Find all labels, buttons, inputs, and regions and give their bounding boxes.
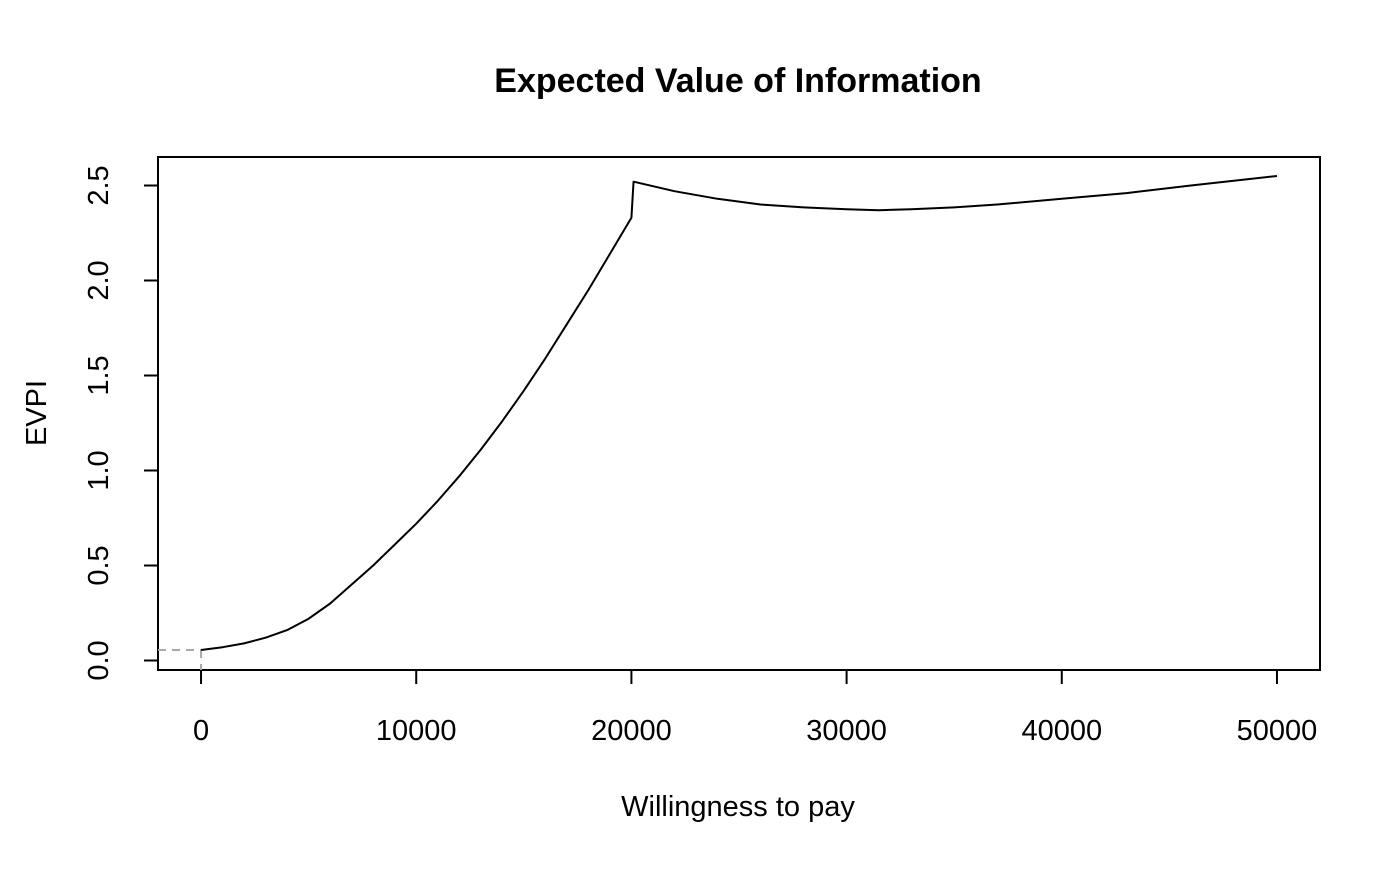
x-tick-label: 40000: [1021, 715, 1102, 747]
x-axis: 0 10000 20000 30000 40000 50000: [193, 669, 1318, 747]
y-axis-label: EVPI: [21, 380, 53, 446]
y-tick-label: 2.5: [83, 165, 115, 205]
reference-lines: [158, 649, 203, 670]
y-tick-label: 1.0: [83, 450, 115, 490]
x-tick-label: 30000: [806, 715, 887, 747]
x-tick-label: 10000: [376, 715, 457, 747]
x-tick-label: 50000: [1237, 715, 1318, 747]
x-axis-label: Willingness to pay: [621, 791, 855, 823]
x-tick-label: 20000: [591, 715, 672, 747]
y-tick-label: 2.0: [83, 260, 115, 300]
x-tick-label: 0: [193, 715, 209, 747]
chart-title: Expected Value of Information: [494, 62, 981, 100]
series-line-0: [200, 175, 1278, 652]
y-tick-label: 1.5: [83, 355, 115, 395]
y-tick-label: 0.5: [83, 545, 115, 585]
y-tick-label: 0.0: [83, 640, 115, 680]
y-axis: 0.0 0.5 1.0 1.5 2.0 2.5: [83, 165, 159, 681]
series-layer: [200, 175, 1278, 652]
plot-box: [157, 156, 1321, 671]
